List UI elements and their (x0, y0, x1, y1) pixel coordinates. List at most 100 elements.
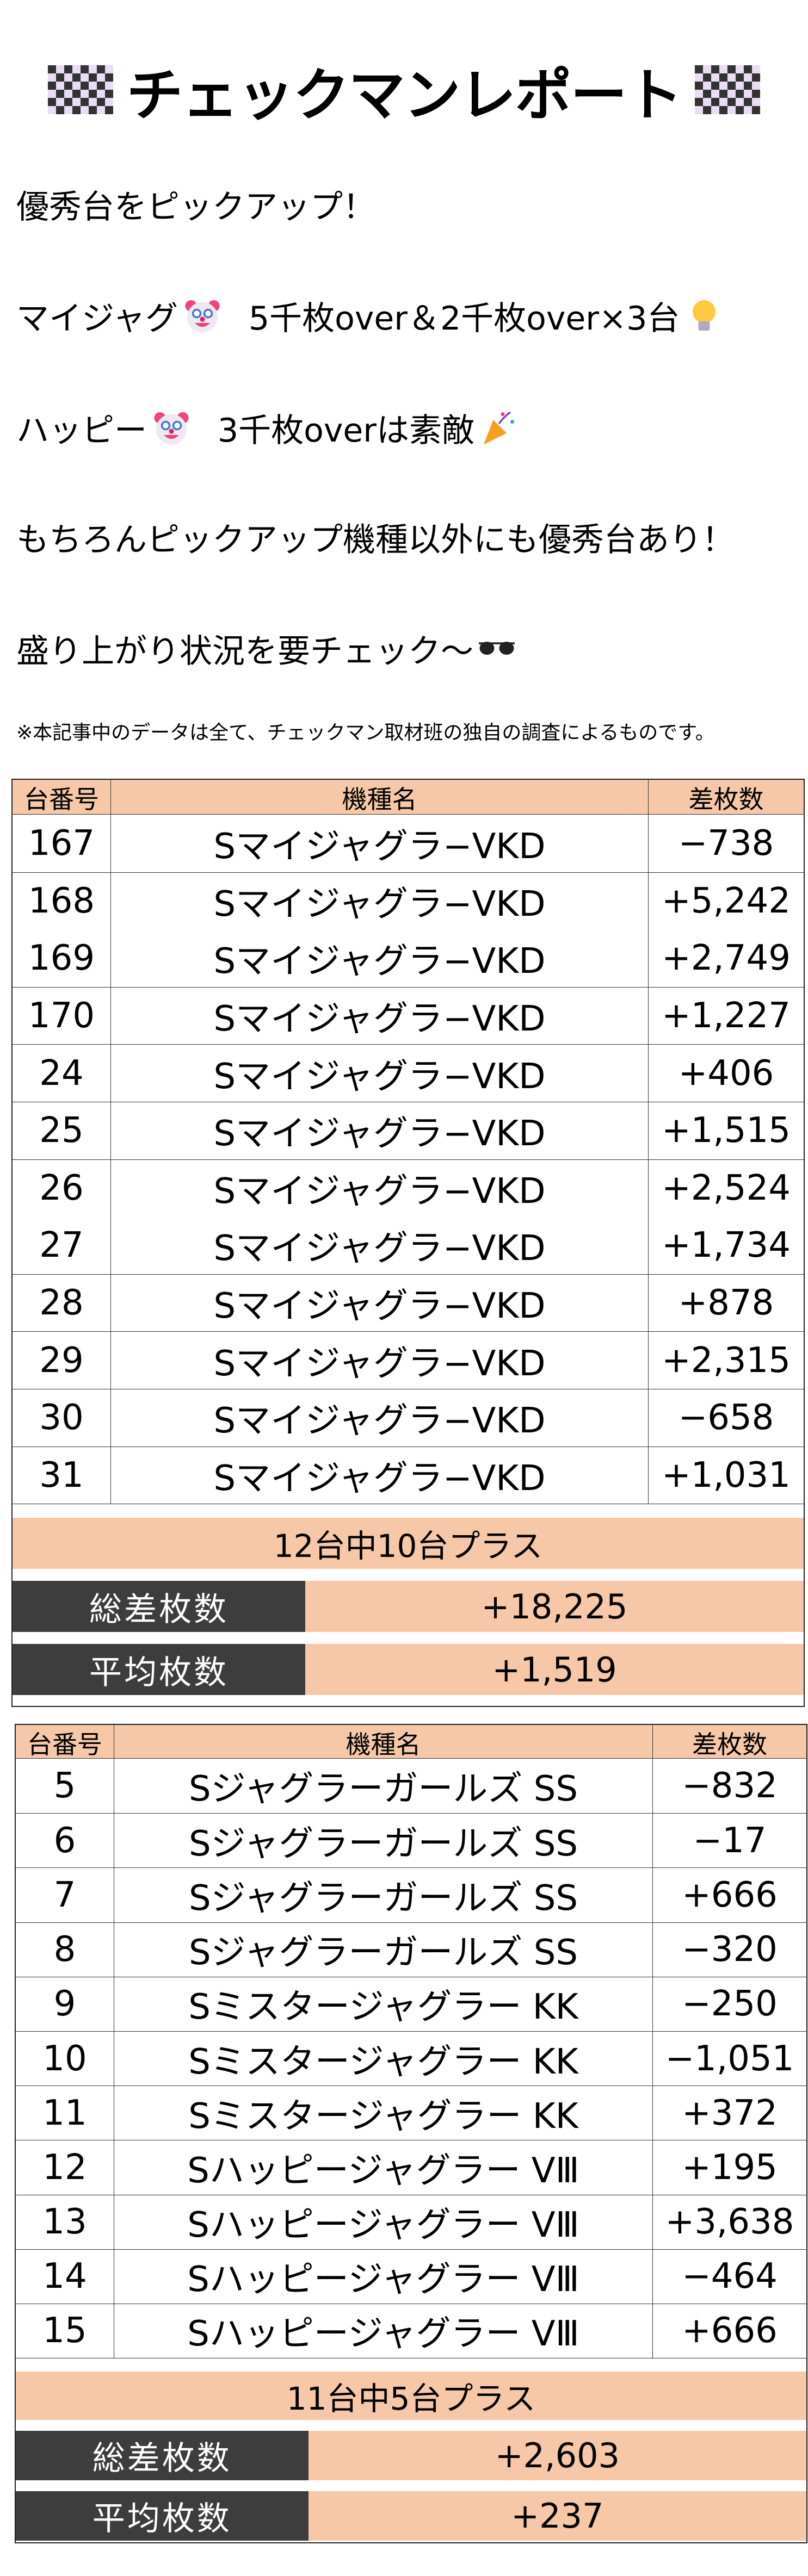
coin-difference: +5,242 (662, 880, 791, 921)
table-row: 14 Sハッピージャグラー VⅢ −464 (16, 2249, 806, 2304)
table-row: 6 Sジャグラーガールズ SS −17 (16, 1813, 806, 1868)
table-row: 24 Sマイジャグラ−VKD +406 (13, 1044, 804, 1102)
table-row: 12 Sハッピージャグラー VⅢ +195 (16, 2140, 806, 2195)
machine-model: Sハッピージャグラー VⅢ (114, 2140, 653, 2195)
table-row: 15 Sハッピージャグラー VⅢ +666 (16, 2303, 806, 2358)
intro-text: 3千枚overは素敵 (218, 411, 474, 450)
coin-difference: −658 (678, 1398, 774, 1438)
total-value: +2,603 (308, 2431, 806, 2481)
machine-number: 13 (16, 2195, 114, 2249)
coin-difference: +878 (678, 1283, 774, 1324)
machine-number: 24 (13, 1045, 111, 1102)
coin-difference: −464 (682, 2256, 778, 2297)
machine-number: 8 (16, 1922, 114, 1977)
table-row: 28 Sマイジャグラ−VKD +878 (13, 1274, 804, 1332)
disclaimer-note: ※本記事中のデータは全て、チェックマン取材班の独自の調査によるものです。 (16, 722, 715, 744)
table-row: 13 Sハッピージャグラー VⅢ +3,638 (16, 2194, 806, 2249)
machine-number: 9 (16, 1977, 114, 2031)
machine-number: 169 (13, 929, 111, 987)
machine-model: Sマイジャグラ−VKD (111, 1045, 649, 1102)
table-row: 168 Sマイジャグラ−VKD +5,242 (13, 872, 804, 930)
coin-difference: +1,515 (662, 1110, 791, 1151)
average-label: 平均枚数 (16, 2491, 309, 2541)
table-header: 台番号 機種名 差枚数 (16, 1725, 806, 1761)
coin-difference: +2,749 (662, 938, 791, 978)
machine-number: 27 (13, 1216, 111, 1274)
intro-text: 5千枚over＆2千枚over×3台 (249, 299, 680, 338)
coin-difference: −320 (682, 1929, 778, 1970)
plus-summary: 12台中10台プラス (13, 1518, 804, 1569)
column-header-diff: 差枚数 (692, 1730, 767, 1759)
total-label: 総差枚数 (13, 1581, 305, 1632)
light-bulb-icon (693, 300, 716, 331)
page-title: チェックマンレポート (126, 61, 682, 128)
column-header-model: 機種名 (111, 780, 649, 816)
machine-number: 167 (13, 815, 111, 872)
machine-model: Sジャグラーガールズ SS (114, 1814, 653, 1868)
machine-number: 11 (16, 2086, 114, 2140)
machine-model: Sマイジャグラ−VKD (111, 1274, 649, 1332)
machine-model: Sハッピージャグラー VⅢ (114, 2249, 653, 2304)
column-header-no: 台番号 (16, 1725, 114, 1761)
average-row: 平均枚数 +1,519 (13, 1644, 804, 1696)
table-row: 11 Sミスタージャグラー KK +372 (16, 2085, 806, 2140)
machine-number: 31 (13, 1447, 111, 1504)
machine-model: Sマイジャグラ−VKD (111, 1447, 649, 1504)
machine-number: 6 (16, 1814, 114, 1868)
coin-difference: −17 (693, 1820, 767, 1861)
machine-model: Sミスタージャグラー KK (114, 1977, 653, 2031)
machine-model: Sミスタージャグラー KK (114, 2031, 653, 2086)
sunglasses-icon (479, 642, 515, 655)
coin-difference: +2,315 (662, 1340, 791, 1381)
machine-number: 7 (16, 1868, 114, 1922)
average-value: +237 (308, 2491, 806, 2541)
machine-number: 15 (16, 2304, 114, 2358)
machine-number: 28 (13, 1274, 111, 1332)
machine-model: Sジャグラーガールズ SS (114, 1759, 653, 1814)
table-row: 7 Sジャグラーガールズ SS +666 (16, 1867, 806, 1922)
machine-model: Sマイジャグラ−VKD (111, 1389, 649, 1447)
coin-difference: +1,227 (662, 996, 791, 1036)
machine-model: Sマイジャグラ−VKD (111, 1159, 649, 1217)
machine-model: Sミスタージャグラー KK (114, 2086, 653, 2140)
machine-model: Sマイジャグラ−VKD (111, 1332, 649, 1389)
intro-text: 盛り上がり状況を要チェック〜 (16, 632, 473, 671)
machine-number: 5 (16, 1759, 114, 1814)
table-row: 30 Sマイジャグラ−VKD −658 (13, 1388, 804, 1447)
table-header: 台番号 機種名 差枚数 (13, 780, 804, 816)
clown-face-icon (154, 412, 189, 445)
table-row: 9 Sミスタージャグラー KK −250 (16, 1976, 806, 2031)
coin-difference: +372 (682, 2093, 778, 2133)
intro-text: 優秀台をピックアップ！ (16, 188, 375, 226)
coin-difference: +3,638 (665, 2202, 794, 2243)
coin-difference: +2,524 (662, 1168, 791, 1208)
intro-line: マイジャグ 5千枚over＆2千枚over×3台 (16, 295, 723, 338)
table-row: 10 Sミスタージャグラー KK −1,051 (16, 2031, 806, 2086)
average-value: +1,519 (305, 1644, 804, 1696)
table-row: 27 Sマイジャグラ−VKD +1,734 (13, 1216, 804, 1274)
results-table: 台番号 機種名 差枚数 5 Sジャグラーガールズ SS −832 6 Sジャグラーガ… (15, 1724, 807, 2544)
table-row: 26 Sマイジャグラ−VKD +2,524 (13, 1159, 804, 1217)
machine-number: 170 (13, 987, 111, 1045)
party-popper-icon (483, 411, 514, 445)
checkered-flag-icon (48, 65, 114, 114)
table-row: 25 Sマイジャグラ−VKD +1,515 (13, 1101, 804, 1159)
machine-number: 168 (13, 872, 111, 930)
machine-model: Sマイジャグラ−VKD (111, 1102, 649, 1159)
intro-text: ハッピー (16, 411, 147, 450)
coin-difference: +666 (682, 2311, 778, 2351)
machine-number: 14 (16, 2249, 114, 2304)
column-header-diff: 差枚数 (688, 785, 764, 814)
machine-number: 10 (16, 2031, 114, 2086)
intro-line: 盛り上がり状況を要チェック〜 (16, 628, 515, 671)
total-value: +18,225 (305, 1581, 804, 1632)
coin-difference: +195 (682, 2147, 778, 2188)
table-row: 8 Sジャグラーガールズ SS −320 (16, 1922, 806, 1977)
coin-difference: +666 (682, 1874, 778, 1915)
clown-face-icon (185, 300, 220, 333)
table-row: 29 Sマイジャグラ−VKD +2,315 (13, 1331, 804, 1389)
machine-number: 29 (13, 1332, 111, 1389)
coin-difference: −250 (682, 1984, 778, 2025)
coin-difference: −1,051 (665, 2038, 794, 2079)
results-table: 台番号 機種名 差枚数 167 Sマイジャグラ−VKD −738 168 Sマイジャ… (11, 779, 805, 1708)
